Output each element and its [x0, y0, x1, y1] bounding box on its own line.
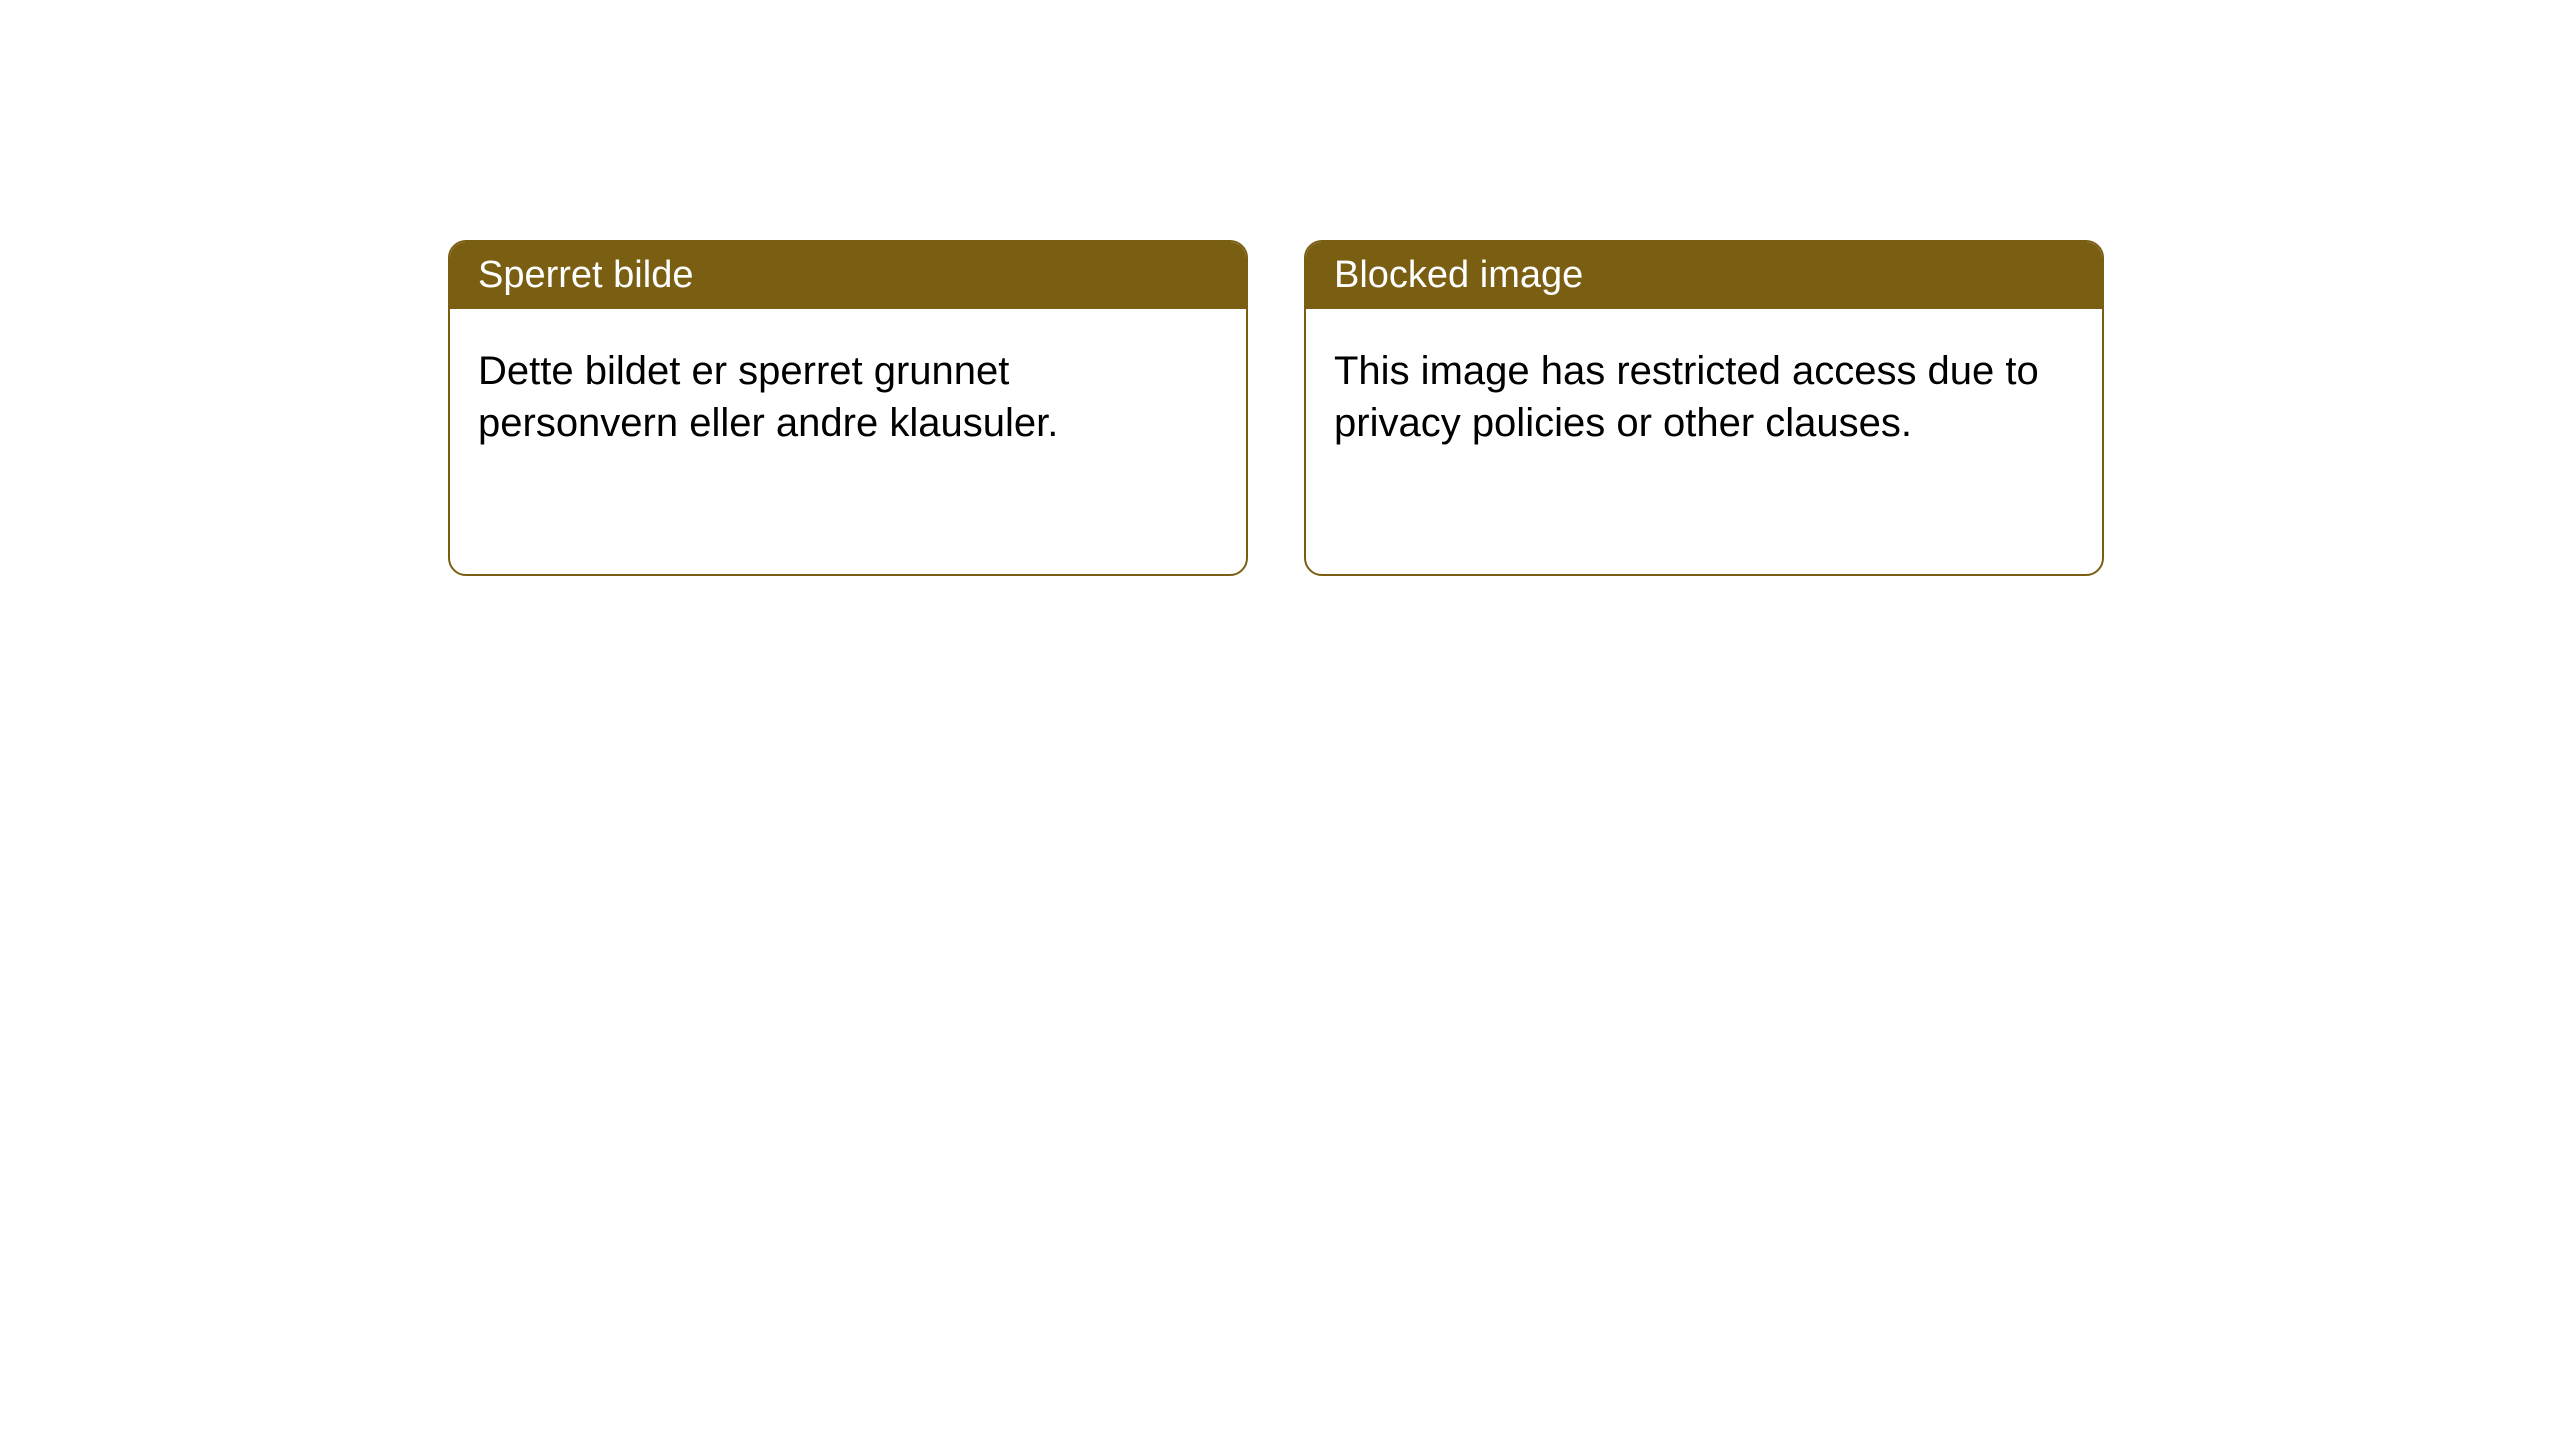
card-body: This image has restricted access due to …	[1306, 309, 2102, 485]
notice-container: Sperret bilde Dette bildet er sperret gr…	[0, 0, 2560, 576]
card-header: Blocked image	[1306, 242, 2102, 309]
card-title: Sperret bilde	[478, 254, 693, 296]
card-message: This image has restricted access due to …	[1334, 349, 2039, 445]
card-message: Dette bildet er sperret grunnet personve…	[478, 349, 1058, 445]
blocked-image-card-norwegian: Sperret bilde Dette bildet er sperret gr…	[448, 240, 1248, 576]
card-header: Sperret bilde	[450, 242, 1246, 309]
card-body: Dette bildet er sperret grunnet personve…	[450, 309, 1246, 485]
card-title: Blocked image	[1334, 254, 1583, 296]
blocked-image-card-english: Blocked image This image has restricted …	[1304, 240, 2104, 576]
